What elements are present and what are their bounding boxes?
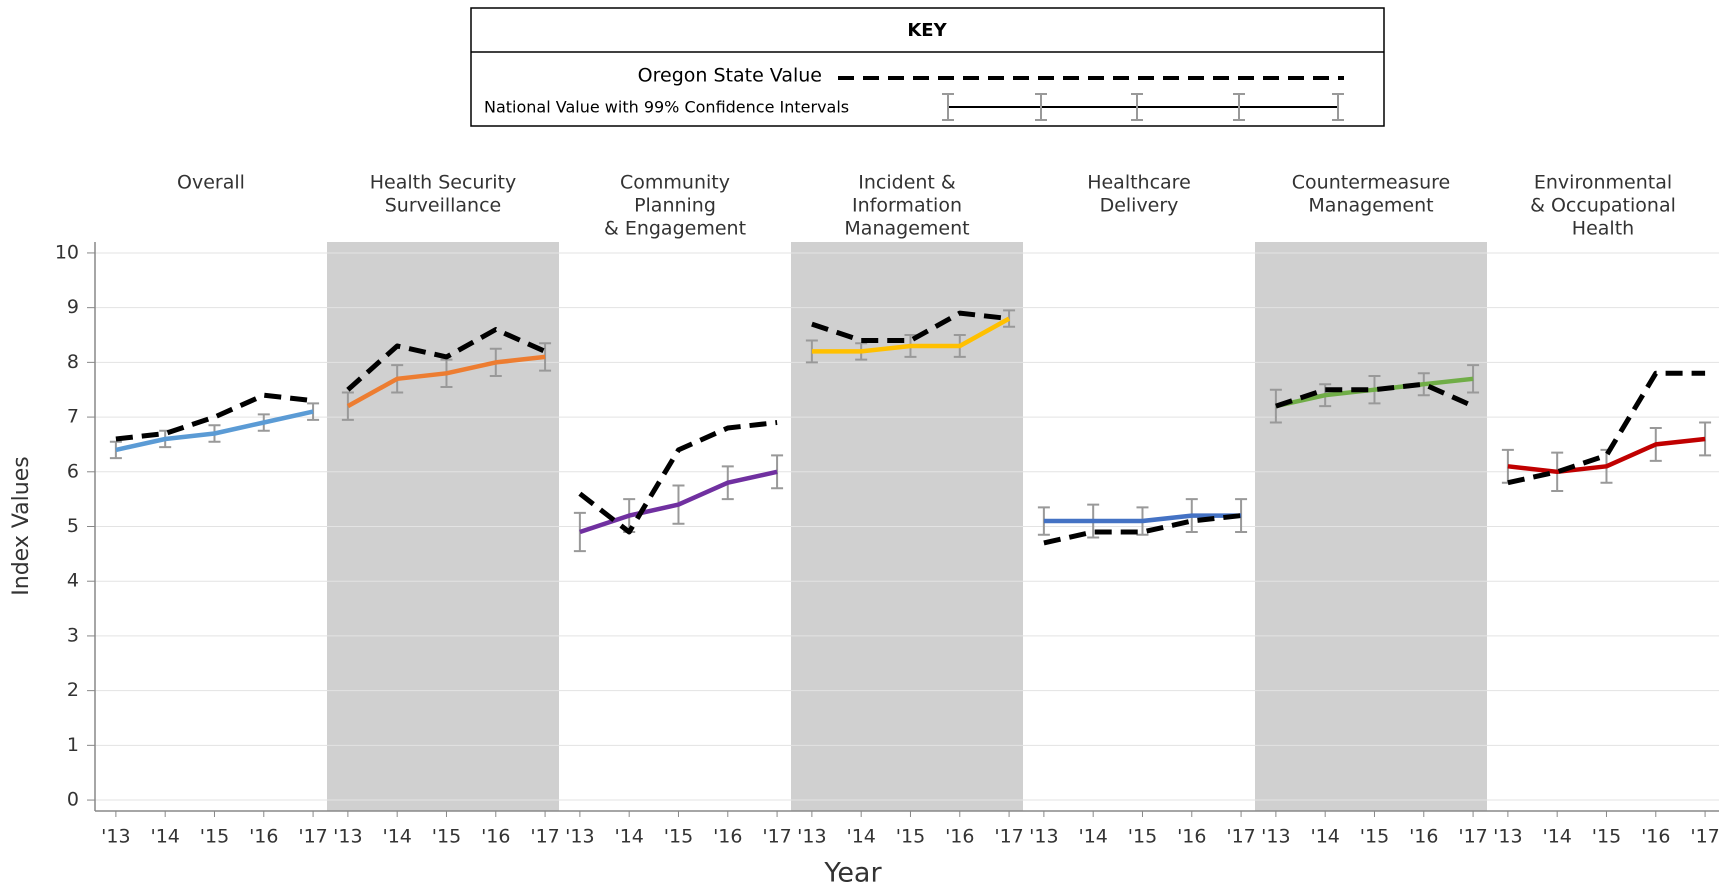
x-tick-label: '13 <box>333 826 362 848</box>
x-tick-label: '13 <box>797 826 826 848</box>
error-bar <box>1037 506 1050 536</box>
panel-title: Information <box>852 195 962 217</box>
x-tick-label: '15 <box>1128 826 1157 848</box>
panel-title: & Engagement <box>604 218 746 240</box>
x-tick-label: '14 <box>614 826 643 848</box>
oregon-line <box>1043 513 1242 546</box>
panel-title: Surveillance <box>385 195 502 217</box>
x-tick-label: '16 <box>1641 826 1670 848</box>
x-tick-label: '13 <box>1029 826 1058 848</box>
panel-title: Environmental <box>1534 172 1672 194</box>
oregon-line <box>811 310 1010 343</box>
key-oregon-label: Oregon State Value <box>638 65 822 87</box>
panel-title: Delivery <box>1100 195 1179 217</box>
x-tick-label: '14 <box>1542 826 1571 848</box>
y-tick-label: 9 <box>67 296 79 318</box>
y-tick-label: 10 <box>55 241 79 263</box>
x-tick-label: '13 <box>1493 826 1522 848</box>
x-tick-label: '17 <box>994 826 1023 848</box>
error-bar <box>573 511 586 553</box>
y-tick-label: 5 <box>67 515 79 537</box>
y-tick-label: 7 <box>67 406 79 428</box>
y-tick-label: 1 <box>67 734 79 756</box>
oregon-line <box>578 420 778 535</box>
x-tick-label: '16 <box>249 826 278 848</box>
x-tick-label: '15 <box>896 826 925 848</box>
x-tick-label: '14 <box>150 826 179 848</box>
x-tick-label: '13 <box>565 826 594 848</box>
x-tick-label: '17 <box>762 826 791 848</box>
x-tick-label: '14 <box>1078 826 1107 848</box>
panel-title: Community <box>620 172 730 194</box>
y-tick-label: 2 <box>67 679 79 701</box>
national-line <box>115 409 314 453</box>
error-bar <box>805 339 818 364</box>
panel-title: Management <box>844 218 969 240</box>
x-tick-label: '14 <box>1310 826 1339 848</box>
x-tick-label: '13 <box>101 826 130 848</box>
oregon-line <box>115 392 314 442</box>
x-tick-label: '16 <box>945 826 974 848</box>
key-title: KEY <box>907 20 947 41</box>
panel-title: Management <box>1308 195 1433 217</box>
national-line <box>1507 436 1706 475</box>
y-axis-label: Index Values <box>9 456 34 595</box>
key-national-label: National Value with 99% Confidence Inter… <box>484 98 849 117</box>
panel-title: & Occupational <box>1530 195 1676 217</box>
x-tick-label: '15 <box>432 826 461 848</box>
y-tick-label: 8 <box>67 351 79 373</box>
panel-title: Healthcare <box>1087 172 1191 194</box>
x-tick-label: '16 <box>481 826 510 848</box>
x-tick-label: '17 <box>530 826 559 848</box>
national-line <box>1043 513 1242 524</box>
x-tick-label: '14 <box>382 826 411 848</box>
x-tick-label: '17 <box>1226 826 1255 848</box>
x-tick-label: '17 <box>298 826 327 848</box>
x-tick-label: '15 <box>664 826 693 848</box>
panel-title: Overall <box>177 172 245 194</box>
x-tick-label: '14 <box>846 826 875 848</box>
error-bar <box>341 391 354 421</box>
x-tick-label: '15 <box>200 826 229 848</box>
x-tick-label: '13 <box>1261 826 1290 848</box>
panel-title: Planning <box>634 195 716 217</box>
y-tick-label: 3 <box>67 624 79 646</box>
panel-title: Health <box>1572 218 1634 240</box>
national-line <box>346 354 546 409</box>
x-tick-label: '16 <box>1409 826 1438 848</box>
x-tick-label: '16 <box>713 826 742 848</box>
error-bar <box>109 440 122 460</box>
y-tick-label: 0 <box>67 789 79 811</box>
panel-title: Incident & <box>858 172 956 194</box>
national-line <box>811 316 1011 354</box>
panel-title: Countermeasure <box>1292 172 1450 194</box>
oregon-line <box>1507 370 1706 486</box>
x-tick-label: '15 <box>1592 826 1621 848</box>
x-tick-label: '16 <box>1177 826 1206 848</box>
x-tick-label: '17 <box>1690 826 1719 848</box>
panel-title: Health Security <box>370 172 516 194</box>
error-bar <box>1269 388 1282 424</box>
key-national-sample <box>942 93 1344 121</box>
x-tick-label: '15 <box>1360 826 1389 848</box>
x-axis-label: Year <box>823 858 882 889</box>
national-line <box>1275 376 1474 409</box>
oregon-line <box>346 327 547 392</box>
x-tick-label: '17 <box>1458 826 1487 848</box>
y-tick-label: 6 <box>67 460 79 482</box>
oregon-line <box>1275 381 1475 409</box>
y-tick-label: 4 <box>67 570 79 592</box>
